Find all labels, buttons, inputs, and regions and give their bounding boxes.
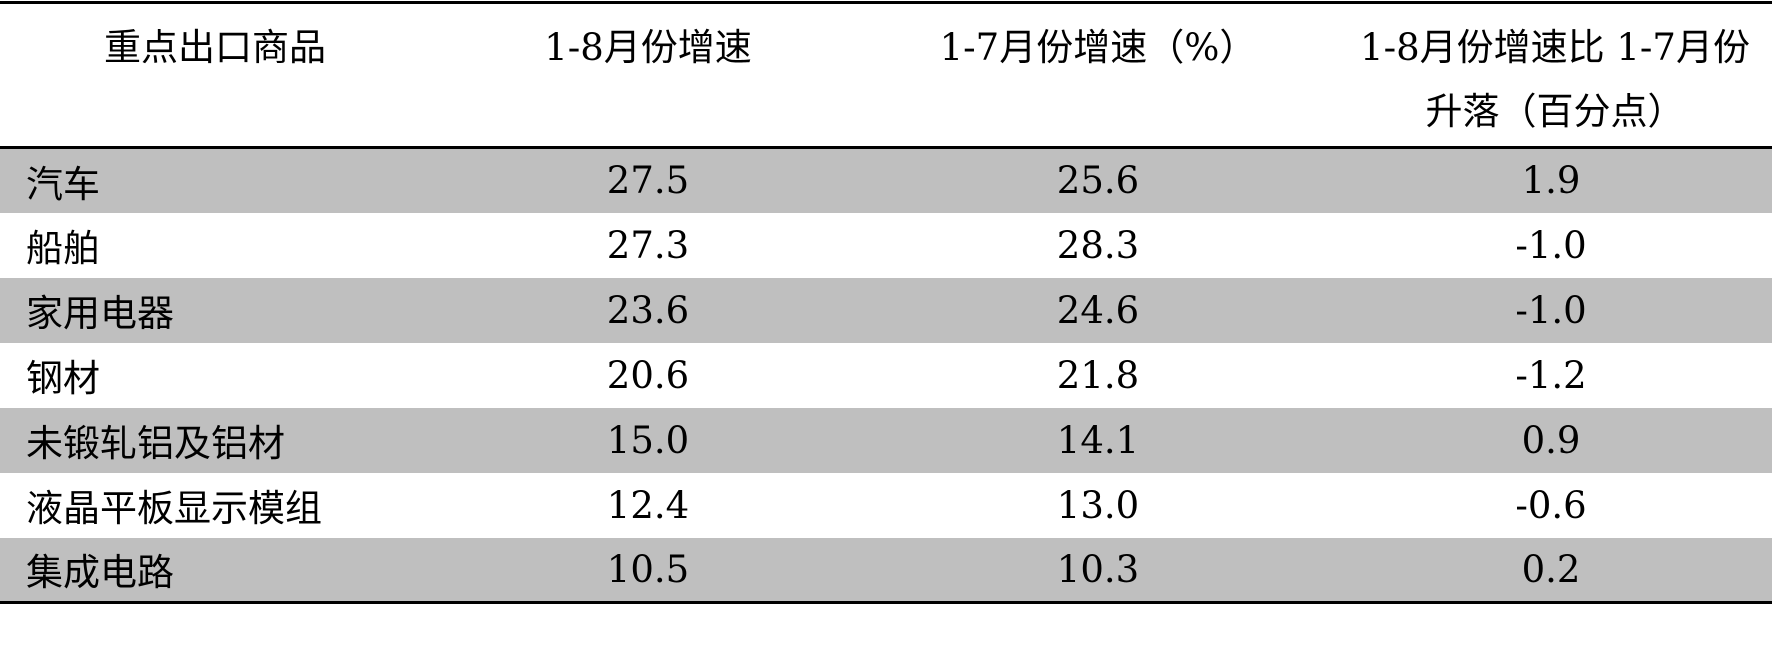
value-cell: 10.3 — [1056, 547, 1140, 591]
header-row: 重点出口商品 1-8月份增速 1-7月份增速（%） 1-8月份增速比 1-7月份升落（… — [0, 2, 1772, 148]
header-cell: 1-8月份增速 — [544, 26, 752, 69]
table-row: 汽车 27.5 25.6 1.9 — [0, 147, 1772, 213]
value-cell: 0.2 — [1521, 547, 1581, 591]
value-cell: 25.6 — [1056, 159, 1140, 203]
product-name: 船舶 — [26, 227, 100, 270]
header-cell: 1-7月份增速（%） — [939, 26, 1257, 69]
value-cell: 15.0 — [606, 418, 690, 462]
value-cell: 24.6 — [1056, 288, 1140, 332]
table-header: 重点出口商品 1-8月份增速 1-7月份增速（%） 1-8月份增速比 1-7月份升落（… — [0, 2, 1772, 148]
value-cell: 28.3 — [1056, 223, 1140, 267]
product-name: 液晶平板显示模组 — [26, 487, 322, 530]
header-cell: 1-8月份增速比 1-7月份升落（百分点） — [1360, 26, 1750, 133]
table-row: 船舶 27.3 28.3 -1.0 — [0, 213, 1772, 278]
value-cell: 20.6 — [606, 353, 690, 397]
value-cell: -1.2 — [1515, 353, 1587, 397]
value-cell: 12.4 — [606, 483, 690, 527]
product-name: 未锻轧铝及铝材 — [26, 422, 285, 465]
value-cell: -1.0 — [1515, 223, 1587, 267]
value-cell: 10.5 — [606, 547, 690, 591]
table-row: 家用电器 23.6 24.6 -1.0 — [0, 277, 1772, 343]
product-name: 钢材 — [26, 357, 100, 400]
product-name: 集成电路 — [26, 551, 174, 595]
value-cell: -0.6 — [1515, 483, 1587, 527]
table-row: 液晶平板显示模组 12.4 13.0 -0.6 — [0, 473, 1772, 538]
value-cell: 13.0 — [1056, 483, 1140, 527]
table-body: 汽车 27.5 25.6 1.9 船舶 27.3 28.3 -1.0 家用电器 23.6 24.6 -… — [0, 147, 1772, 603]
value-cell: 21.8 — [1056, 353, 1140, 397]
value-cell: 27.5 — [606, 159, 690, 203]
value-cell: 27.3 — [606, 223, 690, 267]
table-row: 未锻轧铝及铝材 15.0 14.1 0.9 — [0, 407, 1772, 473]
value-cell: 14.1 — [1056, 418, 1140, 462]
value-cell: 23.6 — [606, 288, 690, 332]
export-table: 重点出口商品 1-8月份增速 1-7月份增速（%） 1-8月份增速比 1-7月份升落（… — [0, 1, 1772, 604]
table-row: 钢材 20.6 21.8 -1.2 — [0, 343, 1772, 408]
product-name: 家用电器 — [26, 292, 174, 335]
header-cell: 重点出口商品 — [104, 26, 326, 69]
table-row: 集成电路 10.5 10.3 0.2 — [0, 537, 1772, 603]
value-cell: 1.9 — [1521, 159, 1581, 203]
value-cell: 0.9 — [1521, 418, 1581, 462]
value-cell: -1.0 — [1515, 288, 1587, 332]
product-name: 汽车 — [26, 162, 100, 206]
